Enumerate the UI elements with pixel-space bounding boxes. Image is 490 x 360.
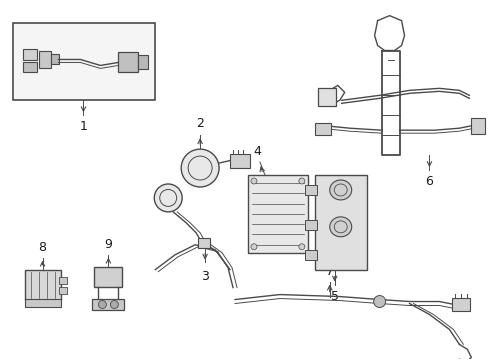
Circle shape bbox=[374, 296, 386, 307]
Bar bbox=[13, 23, 155, 100]
Text: 6: 6 bbox=[425, 175, 434, 188]
Bar bbox=[198, 238, 210, 248]
Circle shape bbox=[98, 301, 106, 309]
Bar bbox=[50, 54, 58, 64]
Bar bbox=[119, 53, 138, 72]
Text: 9: 9 bbox=[104, 238, 112, 251]
Text: 1: 1 bbox=[79, 120, 87, 133]
Bar bbox=[58, 276, 67, 284]
Bar bbox=[248, 175, 308, 253]
Bar bbox=[93, 298, 124, 310]
Text: 2: 2 bbox=[196, 117, 204, 130]
Circle shape bbox=[110, 301, 119, 309]
Text: 3: 3 bbox=[201, 270, 209, 283]
Text: 4: 4 bbox=[253, 145, 261, 158]
Bar bbox=[24, 298, 61, 306]
Bar bbox=[318, 88, 336, 106]
Circle shape bbox=[299, 244, 305, 250]
Bar bbox=[95, 267, 122, 287]
Text: 7: 7 bbox=[326, 265, 334, 278]
Ellipse shape bbox=[181, 149, 219, 187]
Bar bbox=[315, 123, 331, 135]
Bar bbox=[305, 185, 317, 195]
Bar bbox=[471, 118, 485, 134]
Ellipse shape bbox=[330, 217, 352, 237]
Bar bbox=[452, 298, 470, 311]
Text: 8: 8 bbox=[39, 241, 47, 254]
Ellipse shape bbox=[154, 184, 182, 212]
Text: 5: 5 bbox=[331, 289, 339, 302]
Bar bbox=[23, 49, 37, 60]
Bar bbox=[58, 287, 67, 293]
Bar bbox=[23, 62, 37, 72]
Bar bbox=[39, 50, 50, 68]
Bar bbox=[305, 220, 317, 230]
Bar bbox=[138, 55, 148, 69]
Bar bbox=[230, 154, 250, 168]
Bar bbox=[305, 250, 317, 260]
Circle shape bbox=[299, 178, 305, 184]
Ellipse shape bbox=[330, 180, 352, 200]
Circle shape bbox=[251, 244, 257, 250]
Bar bbox=[24, 270, 61, 300]
Bar bbox=[315, 175, 367, 270]
Circle shape bbox=[251, 178, 257, 184]
